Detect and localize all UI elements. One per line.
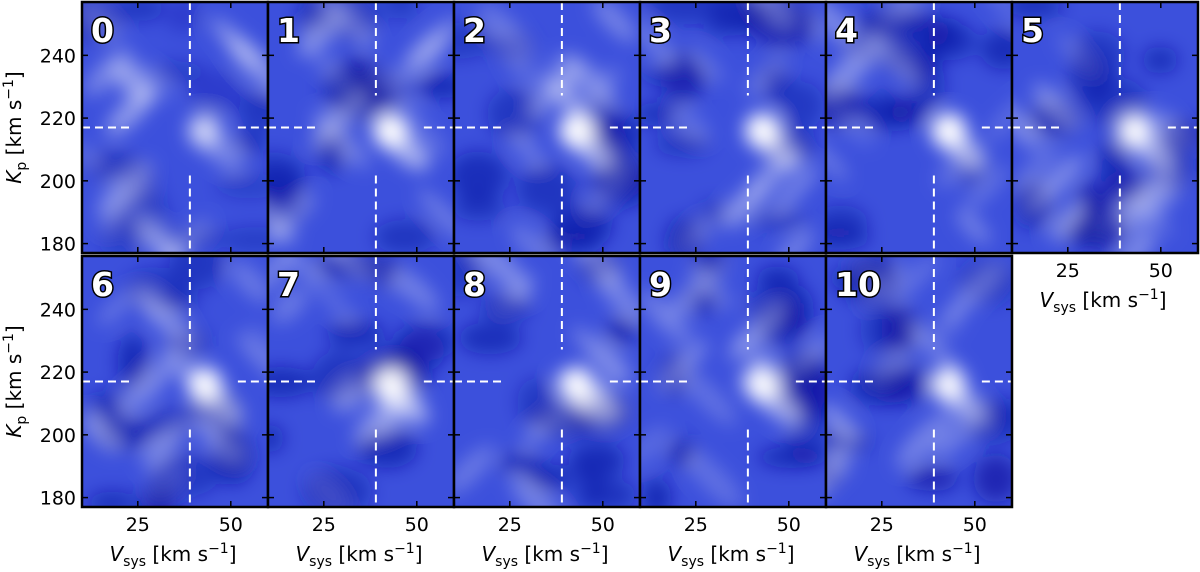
x-tick-label: 25 [126, 514, 150, 536]
heatmap-structure [268, 256, 454, 507]
x-tick-label: 50 [591, 514, 615, 536]
panel-number: 4 [835, 11, 858, 50]
panel-number: 0 [91, 11, 114, 50]
heatmap-structure [640, 256, 826, 507]
panel-4: 4 [824, 0, 1014, 255]
x-tick-label: 25 [1056, 260, 1080, 282]
panel-number: 1 [277, 11, 300, 50]
heatmap-structure [1012, 2, 1198, 253]
panel-9: 9 25 50 Vsys [km s−1] [638, 254, 828, 570]
y-tick-label: 240 [40, 299, 76, 321]
x-tick-label: 25 [498, 514, 522, 536]
panel-10: 10 25 50 Vsys [km s−1] [824, 254, 1014, 570]
panel-number: 8 [463, 265, 486, 304]
heatmap-structure [826, 2, 1012, 250]
x-tick-label: 50 [405, 514, 429, 536]
x-axis-label: Vsys [km s−1] [481, 541, 608, 570]
y-tick-label: 240 [40, 45, 76, 67]
x-tick-label: 50 [219, 514, 243, 536]
panel-number: 10 [835, 265, 881, 304]
panel-number: 3 [649, 11, 672, 50]
panel-2: 2 [452, 0, 642, 255]
panel-8: 8 25 50 Vsys [km s−1] [452, 254, 642, 570]
panel-number: 9 [649, 265, 672, 304]
x-axis-label: Vsys [km s−1] [109, 541, 236, 570]
y-tick-label: 220 [40, 362, 76, 384]
y-axis-label: Kp [km s−1] [1, 71, 30, 183]
y-tick-label: 220 [40, 108, 76, 130]
heatmap-structure [82, 256, 268, 507]
y-tick-label: 200 [40, 425, 76, 447]
y-tick-label: 180 [40, 234, 76, 256]
panel-number: 2 [463, 11, 486, 50]
x-axis-label: Vsys [km s−1] [667, 541, 794, 570]
heatmap-structure [268, 2, 454, 253]
heatmap-structure [640, 2, 826, 253]
panel-1: 1 [266, 0, 456, 255]
panel-3: 3 [638, 0, 828, 255]
x-axis-label: Vsys [km s−1] [853, 541, 980, 570]
x-axis-label: Vsys [km s−1] [295, 541, 422, 570]
x-tick-label: 50 [777, 514, 801, 536]
x-axis-label: Vsys [km s−1] [1039, 287, 1166, 316]
y-axis-label: Kp [km s−1] [1, 325, 30, 437]
heatmap-structure [454, 256, 640, 507]
panel-number: 7 [277, 265, 300, 304]
y-tick-label: 200 [40, 171, 76, 193]
x-tick-label: 25 [870, 514, 894, 536]
x-tick-label: 25 [312, 514, 336, 536]
x-tick-label: 25 [684, 514, 708, 536]
y-tick-label: 180 [40, 488, 76, 510]
panel-number: 6 [91, 265, 114, 304]
panel-number: 5 [1021, 11, 1044, 50]
panel-frame [1010, 0, 1200, 255]
panel-5: 5 25 50 Vsys [km s−1] [1010, 0, 1200, 316]
panel-7: 7 25 50 Vsys [km s−1] [266, 254, 456, 570]
x-tick-label: 50 [963, 514, 987, 536]
heatmap-structure [82, 2, 268, 253]
panel-6: 6 180 200 220 240 Kp [km s−1] 25 50 Vsys [km s−1… [1, 254, 270, 570]
panel-0: 0 180 200 220 240 Kp [km s−1] [1, 0, 270, 256]
x-tick-label: 50 [1149, 260, 1173, 282]
panel-frame [824, 254, 1014, 509]
